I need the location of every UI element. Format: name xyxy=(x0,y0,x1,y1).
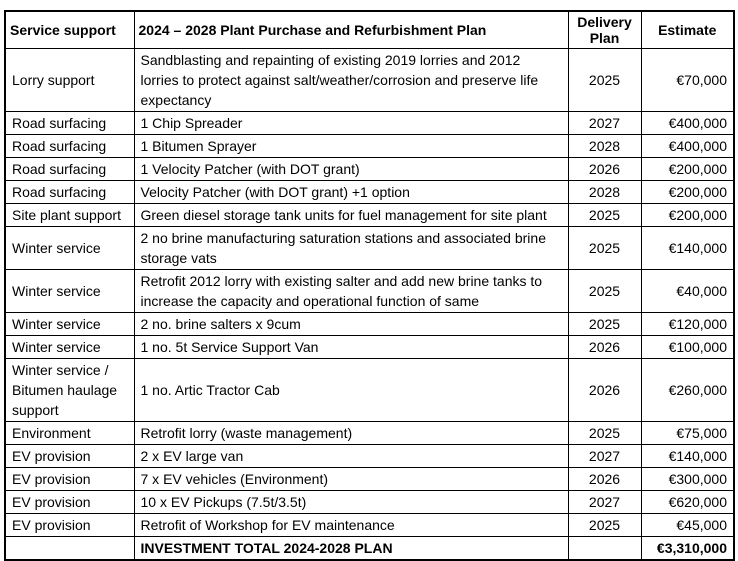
service-support-cell: EV provision xyxy=(4,444,135,468)
delivery-year-cell: 2028 xyxy=(567,180,642,204)
table-row: Winter service 2 no brine manufacturing … xyxy=(4,226,735,270)
service-support-cell: Winter service xyxy=(4,312,135,336)
estimate-cell: €400,000 xyxy=(640,111,735,135)
table-row: Road surfacing Velocity Patcher (with DO… xyxy=(4,180,735,204)
delivery-year-cell: 2025 xyxy=(567,203,642,227)
delivery-year-cell: 2025 xyxy=(567,269,642,313)
service-support-cell: Road surfacing xyxy=(4,134,135,158)
total-service-cell xyxy=(4,536,135,561)
estimate-cell: €400,000 xyxy=(640,134,735,158)
estimate-cell: €45,000 xyxy=(640,513,735,537)
plan-table-header: Service support 2024 – 2028 Plant Purcha… xyxy=(4,10,735,49)
plan-table: Service support 2024 – 2028 Plant Purcha… xyxy=(4,10,735,561)
service-support-cell: Road surfacing xyxy=(4,157,135,181)
table-row: Winter service Retrofit 2012 lorry with … xyxy=(4,269,735,313)
service-support-cell: Environment xyxy=(4,421,135,445)
table-row: Winter service 2 no. brine salters x 9cu… xyxy=(4,312,735,336)
table-row: EV provision 7 x EV vehicles (Environmen… xyxy=(4,467,735,491)
service-support-cell: Lorry support xyxy=(4,48,135,112)
estimate-cell: €620,000 xyxy=(640,490,735,514)
estimate-cell: €200,000 xyxy=(640,180,735,204)
plan-description-cell: 1 Chip Spreader xyxy=(133,111,569,135)
service-support-cell: EV provision xyxy=(4,513,135,537)
plan-description-cell: Retrofit of Workshop for EV maintenance xyxy=(133,513,569,537)
service-support-cell: Road surfacing xyxy=(4,180,135,204)
service-support-cell: EV provision xyxy=(4,490,135,514)
plan-description-cell: 1 no. 5t Service Support Van xyxy=(133,335,569,359)
estimate-cell: €75,000 xyxy=(640,421,735,445)
table-row: Road surfacing 1 Bitumen Sprayer 2028 €4… xyxy=(4,134,735,158)
estimate-cell: €260,000 xyxy=(640,358,735,422)
delivery-year-cell: 2028 xyxy=(567,134,642,158)
plan-description-cell: 1 no. Artic Tractor Cab xyxy=(133,358,569,422)
plan-description-cell: 1 Velocity Patcher (with DOT grant) xyxy=(133,157,569,181)
delivery-year-cell: 2027 xyxy=(567,444,642,468)
table-row: Winter service 1 no. 5t Service Support … xyxy=(4,335,735,359)
service-support-cell: Site plant support xyxy=(4,203,135,227)
table-row: Road surfacing 1 Chip Spreader 2027 €400… xyxy=(4,111,735,135)
table-row: EV provision Retrofit of Workshop for EV… xyxy=(4,513,735,537)
plan-description-cell: Sandblasting and repainting of existing … xyxy=(133,48,569,112)
estimate-cell: €140,000 xyxy=(640,444,735,468)
delivery-year-cell: 2026 xyxy=(567,157,642,181)
plan-description-cell: Velocity Patcher (with DOT grant) +1 opt… xyxy=(133,180,569,204)
header-delivery-plan: Delivery Plan xyxy=(567,10,642,49)
delivery-year-cell: 2027 xyxy=(567,111,642,135)
plan-description-cell: 2 no brine manufacturing saturation stat… xyxy=(133,226,569,270)
estimate-cell: €120,000 xyxy=(640,312,735,336)
total-label: INVESTMENT TOTAL 2024-2028 PLAN xyxy=(133,536,569,561)
delivery-year-cell: 2026 xyxy=(567,467,642,491)
service-support-cell: EV provision xyxy=(4,467,135,491)
service-support-cell: Winter service xyxy=(4,269,135,313)
plan-description-cell: 2 no. brine salters x 9cum xyxy=(133,312,569,336)
service-support-cell: Winter service / Bitumen haulage support xyxy=(4,358,135,422)
estimate-cell: €300,000 xyxy=(640,467,735,491)
estimate-cell: €200,000 xyxy=(640,157,735,181)
service-support-cell: Winter service xyxy=(4,226,135,270)
header-service-support: Service support xyxy=(4,10,135,49)
total-estimate: €3,310,000 xyxy=(640,536,735,561)
plan-table-footer: INVESTMENT TOTAL 2024-2028 PLAN €3,310,0… xyxy=(4,536,735,561)
plan-description-cell: 7 x EV vehicles (Environment) xyxy=(133,467,569,491)
header-row: Service support 2024 – 2028 Plant Purcha… xyxy=(4,10,735,49)
header-estimate: Estimate xyxy=(640,10,735,49)
plan-description-cell: 10 x EV Pickups (7.5t/3.5t) xyxy=(133,490,569,514)
header-plan-title: 2024 – 2028 Plant Purchase and Refurbish… xyxy=(133,10,569,49)
plan-description-cell: 1 Bitumen Sprayer xyxy=(133,134,569,158)
table-row: EV provision 2 x EV large van 2027 €140,… xyxy=(4,444,735,468)
delivery-year-cell: 2026 xyxy=(567,358,642,422)
delivery-year-cell: 2025 xyxy=(567,312,642,336)
table-row: Winter service / Bitumen haulage support… xyxy=(4,358,735,422)
plan-description-cell: Retrofit 2012 lorry with existing salter… xyxy=(133,269,569,313)
plan-description-cell: Retrofit lorry (waste management) xyxy=(133,421,569,445)
service-support-cell: Road surfacing xyxy=(4,111,135,135)
delivery-year-cell: 2025 xyxy=(567,226,642,270)
table-row: Road surfacing 1 Velocity Patcher (with … xyxy=(4,157,735,181)
total-delivery-cell xyxy=(567,536,642,561)
table-row: EV provision 10 x EV Pickups (7.5t/3.5t)… xyxy=(4,490,735,514)
estimate-cell: €200,000 xyxy=(640,203,735,227)
total-row: INVESTMENT TOTAL 2024-2028 PLAN €3,310,0… xyxy=(4,536,735,561)
delivery-year-cell: 2025 xyxy=(567,513,642,537)
delivery-year-cell: 2026 xyxy=(567,335,642,359)
plan-description-cell: Green diesel storage tank units for fuel… xyxy=(133,203,569,227)
delivery-year-cell: 2027 xyxy=(567,490,642,514)
table-row: Site plant support Green diesel storage … xyxy=(4,203,735,227)
plan-description-cell: 2 x EV large van xyxy=(133,444,569,468)
estimate-cell: €70,000 xyxy=(640,48,735,112)
plan-table-body: Lorry support Sandblasting and repaintin… xyxy=(4,48,735,537)
estimate-cell: €100,000 xyxy=(640,335,735,359)
service-support-cell: Winter service xyxy=(4,335,135,359)
estimate-cell: €40,000 xyxy=(640,269,735,313)
delivery-year-cell: 2025 xyxy=(567,421,642,445)
delivery-year-cell: 2025 xyxy=(567,48,642,112)
table-row: Lorry support Sandblasting and repaintin… xyxy=(4,48,735,112)
table-row: Environment Retrofit lorry (waste manage… xyxy=(4,421,735,445)
estimate-cell: €140,000 xyxy=(640,226,735,270)
